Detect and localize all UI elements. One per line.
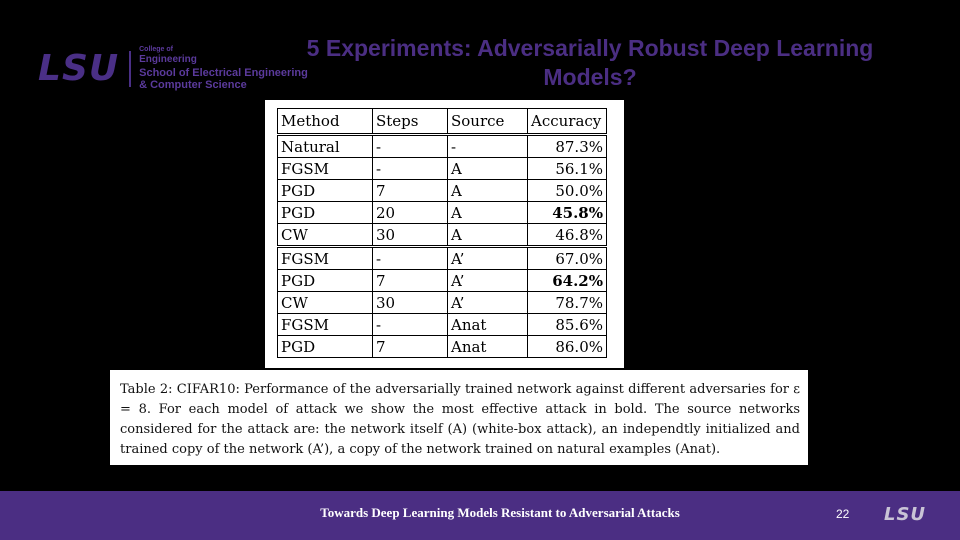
cell-steps: 7 (372, 269, 448, 292)
table-row: PGD 7 Anat 86.0% (277, 335, 607, 358)
logo-school-text: College of Engineering School of Electri… (139, 46, 308, 92)
cell-accuracy: 85.6% (527, 313, 607, 336)
cell-source: A (447, 157, 528, 180)
page-number: 22 (836, 507, 850, 521)
footer-bar: Towards Deep Learning Models Resistant t… (0, 491, 960, 540)
table-caption-image: Table 2: CIFAR10: Performance of the adv… (110, 370, 808, 465)
cell-method: PGD (277, 269, 373, 292)
cell-steps: 20 (372, 201, 448, 224)
table-row: Natural - - 87.3% (277, 133, 607, 158)
results-table: Method Steps Source Accuracy Natural - -… (277, 108, 607, 358)
cell-accuracy: 86.0% (527, 335, 607, 358)
cell-steps: 30 (372, 223, 448, 247)
cell-accuracy: 87.3% (527, 133, 607, 158)
table-row: FGSM - A’ 67.0% (277, 245, 607, 270)
cell-method: FGSM (277, 157, 373, 180)
cell-source: Anat (447, 313, 528, 336)
results-table-image: Method Steps Source Accuracy Natural - -… (265, 100, 624, 368)
table-row: CW 30 A 46.8% (277, 223, 607, 247)
cell-steps: - (372, 245, 448, 270)
header-method: Method (277, 108, 373, 135)
cell-source: A’ (447, 291, 528, 314)
logo-school-line2: & Computer Science (139, 79, 247, 92)
cell-steps: 30 (372, 291, 448, 314)
table-row: PGD 20 A 45.8% (277, 201, 607, 224)
header-steps: Steps (372, 108, 448, 135)
cell-accuracy: 78.7% (527, 291, 607, 314)
cell-method: CW (277, 291, 373, 314)
lsu-logo: LSU College of Engineering School of Ele… (38, 46, 308, 92)
header-source: Source (447, 108, 528, 135)
table-row: FGSM - A 56.1% (277, 157, 607, 180)
slide-title: 5 Experiments: Adversarially Robust Deep… (306, 35, 874, 90)
cell-source: A’ (447, 245, 528, 270)
cell-method: FGSM (277, 245, 373, 270)
cell-steps: 7 (372, 335, 448, 358)
logo-engineering-label: Engineering (139, 54, 197, 66)
cell-steps: - (372, 157, 448, 180)
table-caption: Table 2: CIFAR10: Performance of the adv… (120, 382, 800, 457)
cell-steps: - (372, 133, 448, 158)
logo-divider (129, 50, 132, 87)
table-row: PGD 7 A 50.0% (277, 179, 607, 202)
cell-source: A (447, 179, 528, 202)
cell-accuracy: 46.8% (527, 223, 607, 247)
cell-source: Anat (447, 335, 528, 358)
table-row: CW 30 A’ 78.7% (277, 291, 607, 314)
cell-method: PGD (277, 179, 373, 202)
cell-method: PGD (277, 335, 373, 358)
footer-title: Towards Deep Learning Models Resistant t… (320, 505, 680, 520)
cell-source: A (447, 201, 528, 224)
cell-steps: - (372, 313, 448, 336)
cell-method: FGSM (277, 313, 373, 336)
lsu-wordmark: LSU (38, 47, 120, 89)
logo-school-line1: School of Electrical Engineering (139, 66, 308, 79)
cell-accuracy: 56.1% (527, 157, 607, 180)
table-row: FGSM - Anat 85.6% (277, 313, 607, 336)
table-header-row: Method Steps Source Accuracy (277, 108, 607, 135)
cell-accuracy: 64.2% (527, 269, 607, 292)
header-accuracy: Accuracy (527, 108, 607, 135)
cell-method: CW (277, 223, 373, 247)
cell-method: PGD (277, 201, 373, 224)
cell-source: - (447, 133, 528, 158)
cell-source: A’ (447, 269, 528, 292)
table-row: PGD 7 A’ 64.2% (277, 269, 607, 292)
footer-lsu-logo: LSU (884, 504, 927, 525)
logo-college-label: College of (139, 46, 173, 53)
cell-method: Natural (277, 133, 373, 158)
cell-accuracy: 50.0% (527, 179, 607, 202)
cell-accuracy: 45.8% (527, 201, 607, 224)
cell-source: A (447, 223, 528, 247)
cell-accuracy: 67.0% (527, 245, 607, 270)
cell-steps: 7 (372, 179, 448, 202)
